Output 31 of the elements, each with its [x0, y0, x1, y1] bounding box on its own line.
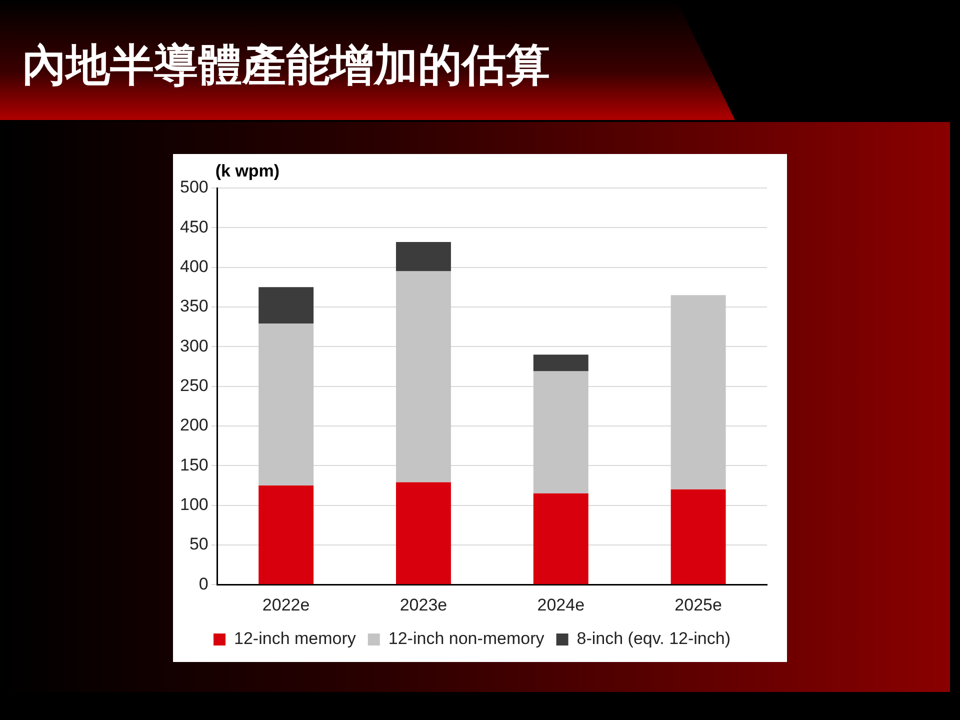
- y-tick-label: 300: [180, 336, 208, 356]
- y-tick-label: 350: [180, 296, 208, 316]
- chart-title: 內地半導體產能增加的估算: [22, 39, 550, 93]
- y-tick-label: 150: [180, 455, 208, 474]
- legend-label: 12-inch non-memory: [388, 629, 545, 648]
- y-tick-label: 250: [180, 376, 208, 395]
- bar: [258, 485, 314, 584]
- bar: [396, 482, 451, 584]
- x-tick-label: 2023e: [400, 595, 448, 614]
- y-tick-label: 200: [180, 416, 208, 435]
- x-tick-label: 2022e: [262, 595, 310, 614]
- bar: [533, 493, 588, 584]
- bar: [670, 295, 726, 490]
- y-axis-title: (k wpm): [215, 162, 280, 181]
- bar: [533, 354, 588, 372]
- bar: [396, 242, 451, 272]
- x-tick-label: 2024e: [537, 595, 585, 614]
- x-tick-label: 2025e: [674, 595, 722, 614]
- y-tick-label: 100: [180, 494, 208, 514]
- y-tick-label: 0: [198, 574, 208, 594]
- legend-label: 12-inch memory: [234, 629, 356, 648]
- y-tick-label: 50: [189, 534, 208, 554]
- bar: [670, 489, 726, 584]
- bar: [533, 371, 588, 494]
- bar: [396, 271, 451, 482]
- y-tick-label: 400: [180, 257, 208, 276]
- y-tick-label: 450: [180, 217, 208, 236]
- y-tick-label: 500: [180, 178, 208, 197]
- legend-label: 8-inch (eqv. 12-inch): [576, 629, 730, 648]
- bar: [258, 287, 314, 324]
- bar: [258, 324, 314, 486]
